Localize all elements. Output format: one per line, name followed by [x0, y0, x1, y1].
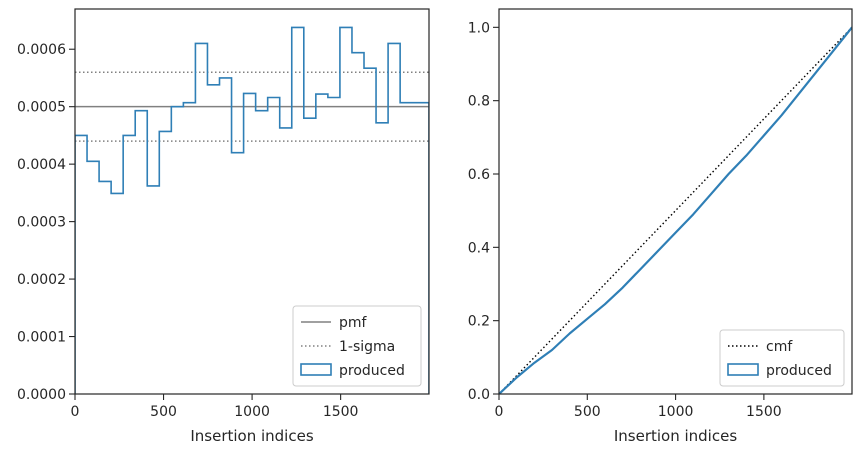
right-x-tick-label: 1000: [658, 404, 694, 420]
cmf-line: [499, 26, 852, 394]
legend-cmf-label: cmf: [766, 339, 793, 355]
left-x-tick-label: 1000: [234, 404, 270, 420]
right-y-tick-label: 1.0: [468, 20, 490, 36]
left-y-tick-label: 0.0005: [17, 100, 66, 116]
right-x-tick-label: 500: [574, 404, 601, 420]
legend-sigma-label: 1-sigma: [339, 339, 395, 355]
left-legend-box: [292, 305, 422, 387]
legend-pmf-label: pmf: [339, 315, 368, 331]
produced-step-histogram: [75, 26, 429, 394]
left-axes-frame: [74, 8, 430, 395]
right-x-axis-label: Insertion indices: [614, 427, 737, 445]
left-y-tick-label: 0.0001: [17, 330, 66, 346]
right-x-tick-label: 0: [495, 404, 504, 420]
right-y-tick-label: 0.8: [468, 94, 490, 110]
right-axes-frame: [498, 8, 853, 395]
left-x-axis-label: Insertion indices: [190, 427, 313, 445]
produced-cumulative-line: [499, 26, 852, 394]
right-y-tick-label: 0.6: [468, 167, 490, 183]
left-plot-area: [75, 26, 429, 394]
left-y-tick-label: 0.0000: [17, 387, 66, 403]
right-y-tick-label: 0.2: [468, 314, 490, 330]
left-panel-pmf: 0 500 1000 1500 0.0000 0.0001 0.0002 0.0003 0.00…: [17, 8, 430, 445]
left-y-tick-label: 0.0002: [17, 272, 66, 288]
legend-produced-handle: [727, 363, 759, 376]
right-plot-area: [499, 26, 852, 394]
legend-produced-handle: [300, 363, 332, 376]
right-legend: cmf produced: [719, 329, 845, 387]
left-y-tick-label: 0.0003: [17, 215, 66, 231]
legend-produced-label: produced: [766, 363, 832, 379]
right-y-tick-label: 0.0: [468, 387, 490, 403]
left-legend: pmf 1-sigma produced: [292, 305, 422, 387]
right-legend-box: [719, 329, 845, 387]
left-x-tick-label: 0: [71, 404, 80, 420]
right-x-tick-label: 1500: [746, 404, 782, 420]
left-y-tick-label: 0.0004: [17, 157, 66, 173]
right-panel-cmf: 0 500 1000 1500 0.0 0.2 0.4 0.6 0.8 1.0 Insertion …: [468, 8, 853, 445]
left-x-tick-label: 1500: [323, 404, 359, 420]
left-x-tick-label: 500: [150, 404, 177, 420]
left-y-tick-label: 0.0006: [17, 42, 66, 58]
right-y-tick-label: 0.4: [468, 240, 490, 256]
legend-produced-label: produced: [339, 363, 405, 379]
